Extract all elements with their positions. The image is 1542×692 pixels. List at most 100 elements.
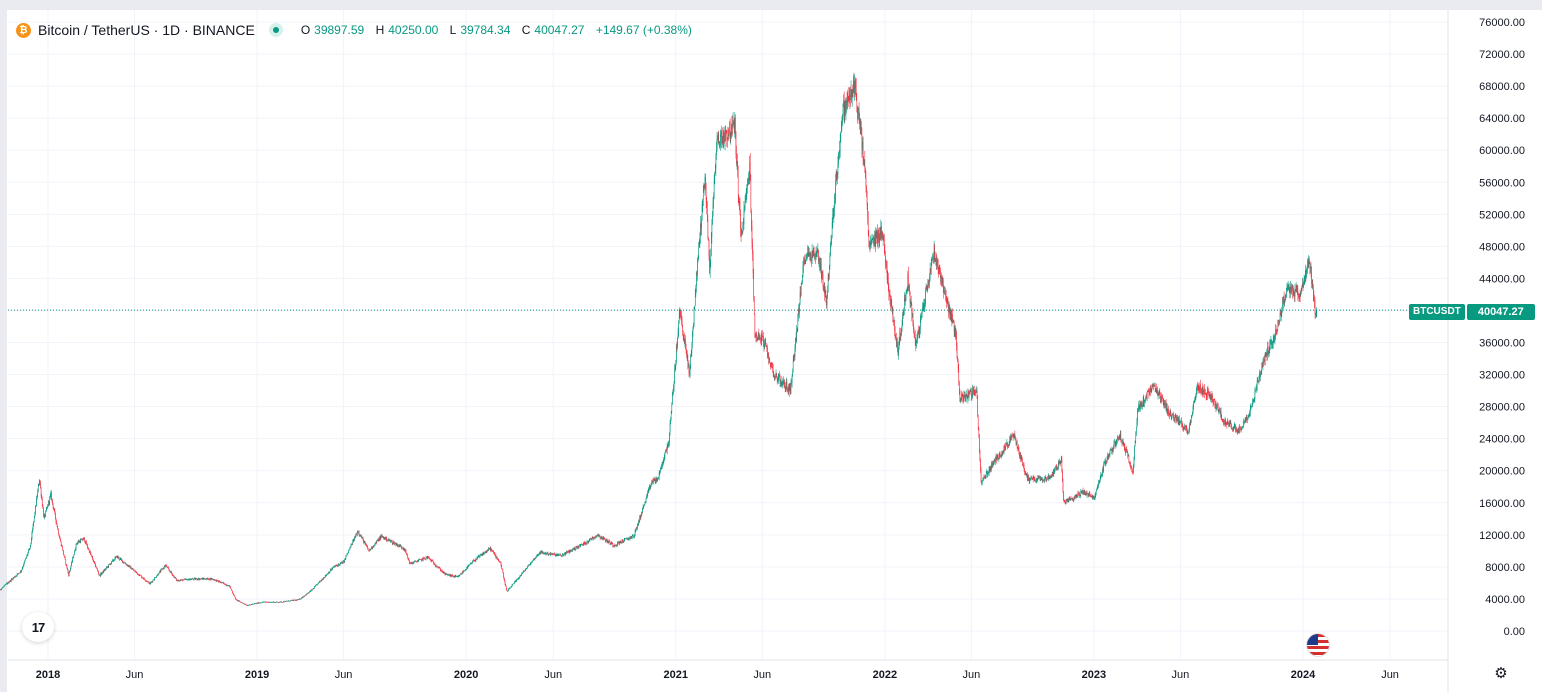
candle [779, 370, 780, 378]
candle [909, 283, 910, 296]
market-status-icon[interactable] [268, 23, 283, 37]
candle [1270, 339, 1271, 350]
candle [1113, 440, 1115, 449]
candle [1135, 431, 1137, 444]
candle [688, 360, 690, 378]
candle [997, 454, 998, 460]
candle [810, 251, 812, 264]
candle [806, 253, 808, 261]
candle [866, 190, 868, 211]
candle [992, 460, 993, 468]
candle [1154, 384, 1155, 387]
candle [512, 584, 513, 586]
candle [1274, 333, 1276, 345]
candle [509, 587, 511, 589]
candle [792, 368, 793, 377]
candle [322, 578, 324, 580]
candle [956, 329, 957, 351]
candle [579, 544, 580, 547]
candle [1271, 339, 1272, 349]
candle [268, 601, 270, 603]
candle [230, 588, 232, 590]
symbol-legend[interactable]: ₿ Bitcoin / TetherUS · 1D · BINANCE O 398… [16, 20, 696, 40]
candle [29, 545, 31, 550]
candle [614, 543, 615, 547]
candle [885, 250, 886, 270]
candle [209, 578, 210, 581]
candle [1007, 443, 1009, 448]
candle [520, 574, 522, 576]
candle [399, 544, 400, 548]
candle [1078, 491, 1079, 496]
symbol-title[interactable]: Bitcoin / TetherUS · 1D · BINANCE [38, 22, 255, 38]
candle [1021, 454, 1023, 461]
candle [1212, 392, 1213, 403]
candle [1191, 414, 1193, 419]
candle [575, 548, 576, 552]
candle [678, 309, 680, 324]
candle [406, 552, 407, 556]
candle [105, 567, 107, 571]
candle [730, 131, 732, 145]
candle [1300, 291, 1302, 297]
candle [543, 552, 545, 556]
candle [917, 331, 918, 344]
candle [641, 511, 642, 517]
candle [879, 226, 881, 241]
candle [213, 578, 215, 581]
y-tick-label: 16000.00 [1479, 498, 1525, 510]
tradingview-logo[interactable]: 17 [22, 612, 54, 642]
candle [102, 570, 104, 574]
candle [538, 553, 540, 555]
candle [582, 543, 584, 547]
candle [571, 549, 573, 552]
candle [23, 562, 25, 567]
candle [433, 561, 434, 565]
candle [563, 552, 565, 557]
candle [484, 550, 486, 554]
candle [133, 568, 134, 571]
candle [329, 571, 331, 574]
candle [582, 543, 583, 546]
candle [355, 532, 357, 537]
candle [1237, 428, 1239, 435]
candle [1309, 256, 1310, 265]
candle [1180, 418, 1182, 423]
candle [777, 377, 779, 383]
candle [67, 567, 68, 571]
candle [384, 537, 386, 540]
candle [1020, 451, 1021, 463]
candle [1298, 292, 1299, 298]
candle [472, 560, 474, 562]
candle [508, 587, 510, 590]
candle [1231, 427, 1233, 430]
candle [1035, 479, 1037, 483]
candle [82, 537, 83, 541]
gear-icon[interactable]: ⚙ [1494, 665, 1508, 682]
candle [765, 345, 767, 348]
candle [443, 571, 445, 574]
candle [247, 605, 249, 607]
candle [696, 270, 697, 293]
candle [769, 362, 771, 370]
candle [843, 94, 844, 108]
y-tick-label: 36000.00 [1479, 338, 1525, 350]
candle [916, 339, 917, 349]
candle [1145, 394, 1147, 401]
candle [1159, 387, 1161, 396]
candle [1273, 335, 1275, 344]
candle [551, 553, 552, 556]
candle [520, 575, 521, 577]
candle [824, 286, 826, 298]
candle [795, 337, 796, 352]
candle [1279, 320, 1280, 325]
candle [496, 556, 497, 559]
us-flag-icon[interactable] [1307, 634, 1329, 656]
candle [1146, 389, 1148, 402]
candle [287, 600, 288, 602]
candle [600, 536, 602, 539]
candle [1130, 461, 1131, 470]
candle [573, 547, 575, 551]
candle [1295, 288, 1296, 293]
